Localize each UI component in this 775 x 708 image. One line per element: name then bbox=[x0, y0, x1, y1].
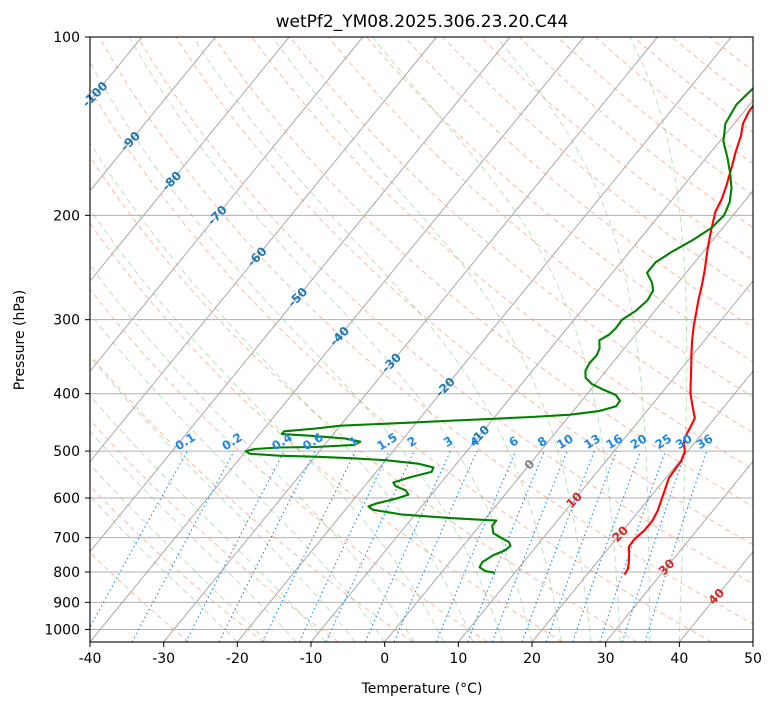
dry-adiabat-line bbox=[136, 37, 753, 585]
dewpoint-profile bbox=[244, 87, 753, 574]
isotherm-line bbox=[90, 37, 511, 553]
isotherm-line bbox=[457, 280, 753, 642]
isotherm-line bbox=[531, 370, 753, 642]
mixing-ratio-line bbox=[262, 450, 357, 642]
x-tick-label: -20 bbox=[226, 651, 249, 667]
y-tick-label: 100 bbox=[53, 30, 80, 46]
isotherm-line bbox=[163, 37, 658, 642]
y-tick-label: 500 bbox=[53, 444, 80, 460]
moist-adiabat-line bbox=[371, 37, 621, 642]
isotherm-line bbox=[236, 37, 732, 642]
mixing-ratio-line bbox=[131, 450, 235, 642]
dry-adiabat-line bbox=[90, 485, 264, 642]
moist-adiabat-line bbox=[90, 208, 445, 642]
mixing-ratio-line bbox=[521, 450, 595, 642]
y-tick-label: 400 bbox=[53, 387, 80, 403]
mixing-ratio-line bbox=[325, 450, 415, 642]
x-tick-label: 0 bbox=[380, 651, 389, 667]
y-tick-label: 800 bbox=[53, 565, 80, 581]
mixing-ratio-line bbox=[644, 450, 708, 642]
background-lines bbox=[90, 37, 753, 642]
isotherm-line bbox=[90, 37, 585, 642]
y-tick-label: 300 bbox=[53, 313, 80, 329]
moist-adiabat-line bbox=[629, 37, 688, 642]
x-tick-label: 50 bbox=[744, 651, 762, 667]
moist-adiabat-line bbox=[496, 37, 651, 642]
x-tick-label: -40 bbox=[79, 651, 102, 667]
isotherm-line bbox=[605, 460, 753, 642]
y-tick-label: 900 bbox=[53, 595, 80, 611]
dry-adiabat-line bbox=[90, 88, 712, 642]
x-tick-label: 40 bbox=[670, 651, 688, 667]
moist-adiabat-line bbox=[90, 355, 356, 642]
dry-adiabat-line bbox=[90, 353, 414, 642]
dry-adiabat-line bbox=[90, 222, 563, 642]
dry-adiabat-line bbox=[98, 37, 753, 625]
x-axis-ticks: -40 -30 -20 -10 0 10 20 30 40 50 bbox=[79, 642, 762, 667]
isotherm-line bbox=[90, 37, 437, 463]
moist-adiabat-line bbox=[90, 264, 415, 642]
moist-adiabat-line bbox=[192, 37, 562, 642]
temperature-profile bbox=[623, 103, 753, 576]
mixing-ratio-line bbox=[599, 450, 667, 642]
y-tick-label: 700 bbox=[53, 531, 80, 547]
x-tick-label: -30 bbox=[152, 651, 175, 667]
dry-adiabat-line bbox=[90, 551, 190, 642]
x-tick-label: -10 bbox=[300, 651, 323, 667]
chart-title: wetPf2_YM08.2025.306.23.20.C44 bbox=[276, 12, 569, 32]
dry-adiabat-line bbox=[90, 156, 638, 642]
dry-adiabat-line bbox=[90, 288, 488, 642]
moist-adiabat-line bbox=[90, 142, 474, 642]
dry-adiabat-line bbox=[90, 419, 339, 642]
dry-adiabat-line bbox=[327, 37, 753, 398]
dry-adiabat-line bbox=[213, 37, 753, 508]
isotherm-line bbox=[90, 37, 290, 282]
mixing-ratio-line bbox=[621, 450, 687, 642]
mixing-ratio-line bbox=[466, 450, 545, 642]
moist-adiabat-line bbox=[271, 37, 592, 642]
y-axis-ticks: 100 200 300 400 500 600 700 800 900 1000 bbox=[44, 30, 90, 638]
mixing-ratio-line bbox=[298, 450, 390, 642]
moist-adiabat-line bbox=[90, 61, 503, 642]
x-tick-label: 10 bbox=[449, 651, 467, 667]
moist-adiabat-line bbox=[128, 37, 533, 642]
moist-adiabat-line bbox=[90, 495, 238, 642]
y-tick-label: 1000 bbox=[44, 622, 80, 638]
moist-adiabat-line bbox=[90, 312, 386, 642]
mixing-ratio-line bbox=[491, 450, 568, 642]
y-tick-label: 600 bbox=[53, 491, 80, 507]
x-tick-label: 20 bbox=[523, 651, 541, 667]
plot-frame bbox=[89, 36, 754, 643]
isotherm-line bbox=[90, 37, 216, 192]
x-axis-title: Temperature (°C) bbox=[361, 681, 483, 697]
dry-adiabat-line bbox=[403, 37, 753, 329]
y-tick-label: 200 bbox=[53, 208, 80, 224]
y-axis-title: Pressure (hPa) bbox=[12, 290, 28, 390]
sounding-profiles bbox=[244, 87, 753, 576]
isotherm-line bbox=[90, 37, 364, 373]
isotherm-line bbox=[310, 99, 753, 642]
x-tick-label: 30 bbox=[597, 651, 615, 667]
isotherm-line bbox=[384, 189, 753, 642]
